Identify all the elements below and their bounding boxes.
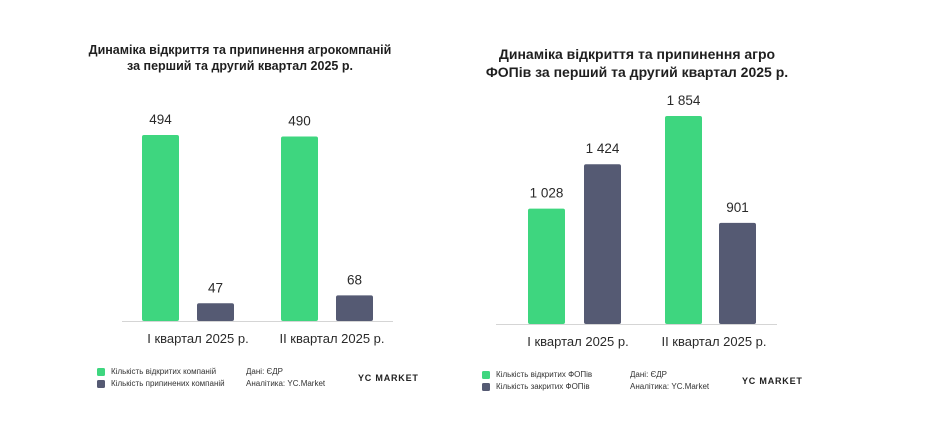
bar (142, 135, 179, 321)
data-label: 1 424 (586, 141, 620, 156)
bar (584, 164, 621, 324)
legend-label: Кількість відкритих ФОПів (496, 370, 593, 379)
chart-panel-fop: Динаміка відкриття та припинення агро ФО… (467, 0, 934, 428)
legend-item-closed: Кількість припинених компаній (97, 379, 225, 388)
category-label: I квартал 2025 р. (527, 334, 628, 349)
legend-swatch-navy (97, 379, 105, 388)
data-label: 901 (726, 200, 749, 215)
data-label: 1 854 (667, 93, 701, 108)
data-label: 1 028 (530, 186, 564, 201)
chart-title-line-2: ФОПів за перший та другий квартал 2025 р… (485, 63, 789, 80)
bar (336, 295, 373, 321)
bar (281, 136, 318, 321)
legend-swatch-green (97, 367, 105, 376)
data-source: Дані: ЄДР (246, 367, 284, 376)
legend-swatch-green (482, 370, 490, 379)
category-label: II квартал 2025 р. (279, 331, 384, 346)
bar-chart-companies: 494 47 490 68 I квартал 2025 р. II квартал 20… (122, 112, 393, 346)
legend-label: Кількість відкритих компаній (111, 367, 217, 376)
legend-swatch-navy (482, 382, 490, 391)
analytics-credit: Аналітика: YC.Market (246, 379, 326, 388)
chart-title-line-1: Динаміка відкриття та припинення агроком… (88, 43, 392, 57)
bar (665, 116, 702, 324)
bar-chart-fop: 1 028 1 424 1 854 901 I квартал 2025 р. II кв… (496, 93, 777, 349)
data-label: 47 (208, 280, 223, 295)
chart-title-line-1: Динаміка відкриття та припинення агро (498, 46, 776, 62)
chart-title: Динаміка відкриття та припинення агро ФО… (467, 46, 807, 81)
brand-logo: YC MARKET (358, 373, 419, 383)
data-label: 490 (288, 114, 311, 129)
legend-item-closed: Кількість закритих ФОПів (482, 382, 590, 391)
category-label: II квартал 2025 р. (661, 334, 766, 349)
bar (719, 222, 756, 324)
legend-item-opened: Кількість відкритих компаній (97, 367, 216, 376)
bar (197, 303, 234, 321)
brand-logo: YC MARKET (742, 376, 803, 386)
category-label: I квартал 2025 р. (147, 331, 248, 346)
data-label: 68 (347, 272, 362, 287)
data-label: 494 (149, 112, 172, 127)
chart-title-line-2: за перший та другий квартал 2025 р. (127, 58, 353, 73)
legend-label: Кількість припинених компаній (111, 379, 225, 388)
data-source: Дані: ЄДР (630, 370, 668, 379)
chart-title: Динаміка відкриття та припинення агроком… (60, 43, 420, 74)
bar (528, 208, 565, 324)
chart-panel-companies: Динаміка відкриття та припинення агроком… (60, 43, 420, 388)
legend-item-opened: Кількість відкритих ФОПів (482, 370, 592, 379)
legend-label: Кількість закритих ФОПів (496, 382, 590, 391)
analytics-credit: Аналітика: YC.Market (630, 382, 710, 391)
